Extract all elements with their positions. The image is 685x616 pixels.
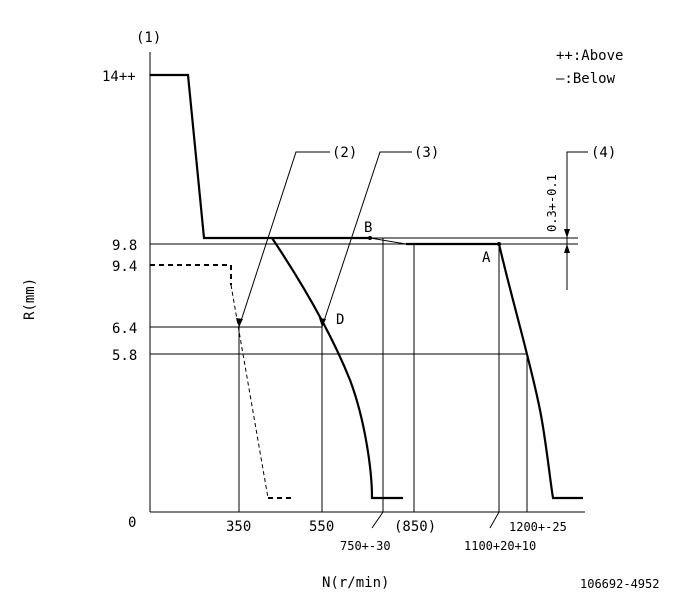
y-tick-9-4: 9.4: [112, 259, 137, 275]
legend-below: —:Below: [556, 71, 616, 87]
y-tick-5-8: 5.8: [112, 348, 137, 364]
idle-curve: [271, 237, 403, 500]
x-tick-850: (850): [394, 519, 436, 535]
y-tick-14: 14++: [102, 69, 136, 85]
x-tick-550: 550: [309, 519, 334, 535]
x-tick-1200: 1200+-25: [509, 520, 567, 534]
dashed-curve-upper: [150, 264, 232, 285]
y-axis-label: R(mm): [22, 278, 38, 320]
drawing-number: 106692-4952: [580, 577, 659, 591]
leader-750: [371, 511, 384, 529]
note-1: (1): [136, 30, 161, 46]
point-b-label: B: [364, 220, 372, 236]
point-b-marker: [368, 236, 372, 240]
main-curve-transition: [369, 237, 407, 245]
main-curve-cutoff: [497, 243, 583, 500]
dashed-curve-lower: [230, 284, 269, 499]
y-tick-6-4: 6.4: [112, 321, 137, 337]
leader-4: [566, 151, 588, 290]
x-tick-750: 750+-30: [340, 539, 391, 553]
x-tick-1100: 1100+20+10: [464, 539, 536, 553]
note-4: (4): [591, 145, 616, 161]
y-tick-9-8: 9.8: [112, 238, 137, 254]
main-curve: [150, 73, 370, 240]
leader-2-arrow: [236, 318, 243, 327]
point-a-marker: [497, 242, 501, 246]
x-tick-350: 350: [226, 519, 251, 535]
point-d-label: D: [336, 312, 344, 328]
x-axis-label: N(r/min): [322, 575, 389, 591]
legend-above: ++:Above: [556, 48, 623, 64]
origin-label: 0: [128, 515, 136, 531]
point-a-label: A: [482, 250, 491, 266]
leader-1100: [489, 511, 500, 529]
leader-3: [321, 151, 412, 328]
tolerance-label: 0.3+-0.1: [545, 174, 559, 232]
tolerance-arrow-top: [564, 229, 570, 238]
leader-2: [238, 151, 330, 328]
tolerance-arrow-bottom: [564, 244, 570, 253]
note-3: (3): [414, 145, 439, 161]
note-2: (2): [332, 145, 357, 161]
leader-3-arrow: [319, 318, 326, 327]
